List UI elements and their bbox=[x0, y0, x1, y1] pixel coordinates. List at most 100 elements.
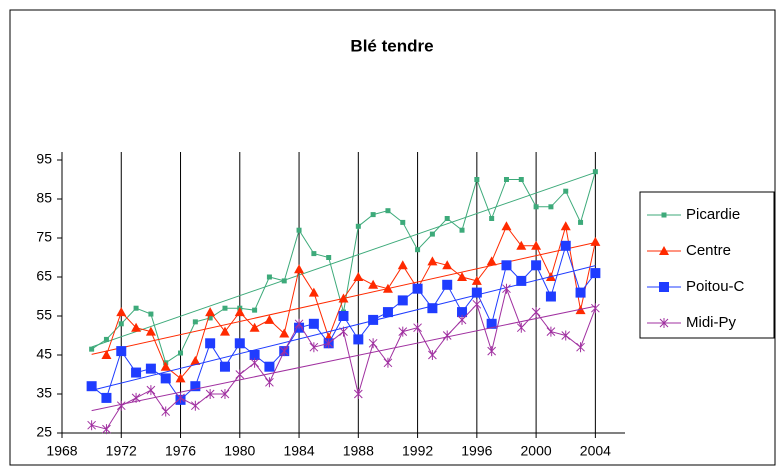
data-point bbox=[575, 287, 586, 298]
data-point bbox=[457, 314, 467, 325]
data-point bbox=[382, 283, 393, 293]
data-point bbox=[234, 307, 245, 317]
data-point bbox=[368, 279, 379, 289]
data-point bbox=[338, 311, 349, 321]
y-tick-label: 25 bbox=[36, 424, 52, 440]
y-tick-label: 65 bbox=[36, 268, 52, 284]
data-point bbox=[486, 256, 497, 266]
legend-marker bbox=[659, 318, 669, 328]
data-point bbox=[486, 318, 497, 329]
data-point bbox=[531, 260, 542, 271]
data-point bbox=[190, 381, 201, 392]
data-point bbox=[178, 350, 184, 356]
data-point bbox=[353, 272, 364, 281]
data-point bbox=[370, 212, 376, 218]
x-tick-label: 1972 bbox=[106, 443, 137, 459]
data-point bbox=[429, 231, 435, 237]
data-point bbox=[160, 361, 171, 371]
data-point bbox=[131, 322, 142, 332]
data-point bbox=[326, 255, 332, 260]
legend-marker bbox=[661, 212, 667, 218]
data-point bbox=[444, 216, 450, 221]
data-point bbox=[457, 272, 468, 281]
data-point bbox=[503, 177, 509, 182]
data-point bbox=[308, 318, 319, 329]
data-point bbox=[397, 295, 408, 306]
data-point bbox=[89, 346, 95, 352]
data-point bbox=[353, 334, 364, 345]
data-point bbox=[279, 328, 290, 338]
data-point bbox=[459, 227, 465, 233]
legend-marker bbox=[659, 282, 669, 292]
data-point bbox=[131, 367, 142, 378]
data-point bbox=[205, 389, 215, 399]
data-point bbox=[400, 219, 406, 225]
data-point bbox=[86, 381, 97, 392]
data-point bbox=[415, 247, 421, 253]
data-point bbox=[546, 326, 556, 337]
trend-line bbox=[91, 171, 596, 348]
x-tick-label: 1976 bbox=[165, 443, 196, 459]
data-point bbox=[560, 221, 571, 231]
data-point bbox=[296, 227, 302, 233]
data-point bbox=[207, 315, 213, 321]
data-point bbox=[161, 406, 171, 417]
data-point bbox=[176, 392, 185, 403]
data-point bbox=[590, 236, 601, 246]
y-tick-label: 95 bbox=[36, 151, 52, 167]
data-point bbox=[397, 260, 408, 270]
data-point bbox=[175, 373, 186, 383]
data-point bbox=[382, 307, 393, 318]
data-point bbox=[145, 326, 156, 336]
data-point bbox=[428, 350, 437, 360]
data-point bbox=[205, 307, 216, 317]
data-point bbox=[471, 287, 482, 298]
data-point bbox=[487, 346, 497, 357]
data-point bbox=[160, 373, 171, 384]
data-point bbox=[560, 240, 571, 251]
x-tick-label: 1996 bbox=[461, 443, 492, 459]
data-point bbox=[279, 346, 289, 357]
y-tick-label: 85 bbox=[36, 190, 52, 206]
x-tick-label: 1984 bbox=[283, 443, 314, 459]
data-point bbox=[516, 322, 526, 333]
data-point bbox=[338, 293, 349, 303]
data-point bbox=[427, 303, 438, 314]
data-point bbox=[265, 377, 274, 388]
data-point bbox=[309, 342, 319, 353]
data-point bbox=[339, 326, 348, 337]
data-point bbox=[518, 177, 524, 182]
x-tick-label: 1980 bbox=[224, 443, 255, 459]
data-point bbox=[591, 303, 600, 314]
data-point bbox=[398, 326, 408, 337]
data-point bbox=[442, 330, 452, 341]
x-tick-label: 1968 bbox=[46, 443, 77, 459]
data-point bbox=[116, 346, 127, 357]
legend-label: Picardie bbox=[686, 206, 740, 223]
y-tick-label: 35 bbox=[36, 385, 52, 401]
data-point bbox=[412, 283, 423, 294]
data-point bbox=[531, 240, 542, 250]
data-point bbox=[472, 299, 482, 310]
data-point bbox=[118, 321, 124, 327]
data-point bbox=[101, 350, 112, 359]
data-point bbox=[383, 357, 393, 368]
data-point bbox=[205, 338, 216, 349]
data-point bbox=[563, 188, 569, 194]
data-point bbox=[281, 278, 287, 284]
x-tick-label: 2004 bbox=[580, 443, 611, 459]
data-point bbox=[145, 363, 156, 374]
data-point bbox=[190, 400, 200, 411]
legend-label: Midi-Py bbox=[686, 314, 737, 331]
data-point bbox=[427, 256, 438, 266]
data-point bbox=[578, 219, 584, 225]
data-point bbox=[516, 275, 527, 286]
data-point bbox=[442, 260, 453, 270]
data-point bbox=[266, 274, 272, 280]
data-point bbox=[413, 322, 422, 333]
y-tick-label: 55 bbox=[36, 307, 52, 323]
data-point bbox=[219, 326, 230, 336]
x-tick-label: 1988 bbox=[343, 443, 374, 459]
data-point bbox=[264, 361, 275, 372]
